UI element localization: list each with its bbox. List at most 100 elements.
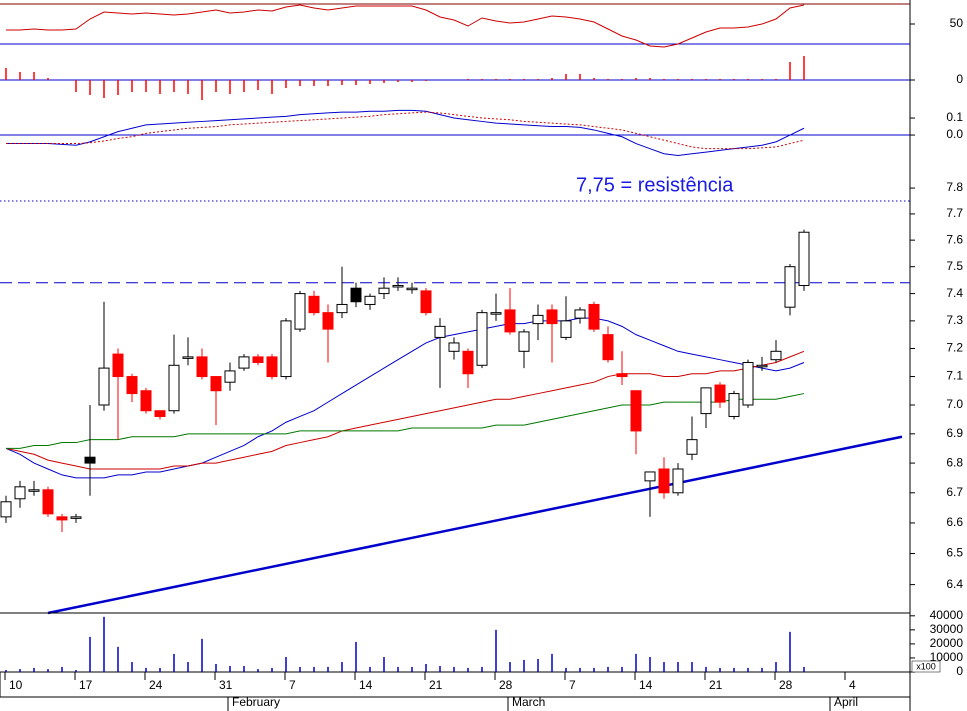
- candle-body: [350, 287, 362, 303]
- candle-body: [168, 364, 180, 412]
- x-tick-label: 14: [639, 678, 653, 692]
- candle-body: [504, 309, 516, 333]
- line: [6, 111, 805, 150]
- candle-body: [294, 293, 306, 330]
- candle-body: [560, 320, 572, 338]
- candle-body: [364, 295, 376, 305]
- candle-body: [308, 295, 320, 314]
- candle-body: [784, 266, 796, 308]
- y-tick-label: 6.8: [946, 455, 963, 469]
- y-tick-label: 0: [956, 664, 963, 678]
- candle-body: [0, 501, 12, 518]
- moving-average: [6, 393, 805, 449]
- candle-body: [518, 331, 530, 352]
- candle-body: [336, 303, 348, 314]
- candle-body: [434, 325, 446, 338]
- line: [6, 109, 805, 156]
- x-tick-label: 14: [359, 678, 373, 692]
- candle-body: [196, 356, 208, 378]
- candle-body: [280, 320, 292, 378]
- candle-body: [476, 312, 488, 366]
- unit-label: x100: [916, 661, 936, 671]
- candle-body: [616, 373, 628, 378]
- candle-body: [406, 287, 418, 291]
- candle-body: [14, 486, 26, 500]
- candle-body: [574, 309, 586, 319]
- candle-body: [112, 353, 124, 378]
- candle-body: [756, 364, 768, 368]
- candle-body: [56, 516, 68, 521]
- candle-body: [630, 390, 642, 432]
- x-tick-label: 7: [569, 678, 576, 692]
- y-tick-label: 20000: [930, 636, 964, 650]
- candle-body: [728, 393, 740, 417]
- candle-body: [420, 290, 432, 314]
- candle-body: [588, 303, 600, 330]
- y-tick-label: 0.0: [946, 127, 963, 141]
- y-tick-label: 7.5: [946, 259, 963, 273]
- y-tick-label: 6.4: [946, 577, 963, 591]
- candle-body: [532, 314, 544, 325]
- trendline: [47, 435, 903, 615]
- line: [6, 4, 805, 48]
- candle-body: [490, 312, 502, 315]
- month-label: March: [512, 695, 545, 709]
- y-tick-label: 10000: [930, 650, 964, 664]
- candle-body: [378, 287, 390, 295]
- candle-body: [770, 350, 782, 361]
- month-label: February: [232, 695, 280, 709]
- candle-body: [182, 356, 194, 359]
- x-tick-label: 21: [709, 678, 723, 692]
- x-tick-label: 31: [219, 678, 233, 692]
- y-tick-label: 7.3: [946, 313, 963, 327]
- candle-body: [392, 284, 404, 288]
- y-tick-label: 6.5: [946, 546, 963, 560]
- y-tick-label: 0: [956, 72, 963, 86]
- candle-body: [322, 312, 334, 330]
- candle-body: [154, 410, 166, 417]
- candle-body: [714, 384, 726, 403]
- unit-box: [911, 660, 941, 673]
- y-tick-label: 6.7: [946, 485, 963, 499]
- moving-average: [5, 317, 805, 479]
- candle-body: [700, 387, 712, 415]
- x-tick-label: 10: [9, 678, 23, 692]
- candle-body: [98, 367, 110, 406]
- x-tick-label: 21: [429, 678, 443, 692]
- x-tick-label: 28: [499, 678, 513, 692]
- candle-body: [546, 309, 558, 325]
- y-tick-label: 6.9: [946, 426, 963, 440]
- y-tick-label: 50: [950, 16, 964, 30]
- x-tick-label: 24: [149, 678, 163, 692]
- candle-body: [266, 356, 278, 378]
- x-tick-label: 7: [289, 678, 296, 692]
- candle-body: [42, 489, 54, 515]
- y-tick-label: 7.4: [946, 286, 963, 300]
- y-tick-label: 7.8: [946, 180, 963, 194]
- candle-body: [28, 489, 40, 492]
- y-tick-label: 6.6: [946, 515, 963, 529]
- candle-body: [252, 356, 264, 363]
- candle-body: [210, 376, 222, 392]
- candle-body: [238, 356, 250, 369]
- candle-body: [224, 370, 236, 383]
- annotation: 7,75 = resistência: [576, 174, 734, 196]
- candle-body: [672, 468, 684, 494]
- y-tick-label: 40000: [930, 608, 964, 622]
- candle-body: [462, 350, 474, 375]
- candle-body: [140, 390, 152, 412]
- y-tick-label: 7.7: [946, 206, 963, 220]
- candle-body: [686, 439, 698, 455]
- y-tick-label: 7.6: [946, 232, 963, 246]
- y-tick-label: 30000: [930, 622, 964, 636]
- x-tick-label: 28: [779, 678, 793, 692]
- candle-body: [798, 231, 810, 286]
- candle-body: [84, 456, 96, 464]
- date-axis: [0, 671, 911, 698]
- y-tick-label: 0.1: [946, 110, 963, 124]
- candle-body: [70, 516, 82, 519]
- candle-body: [448, 342, 460, 352]
- candle-body: [742, 361, 754, 406]
- candle-body: [602, 334, 614, 361]
